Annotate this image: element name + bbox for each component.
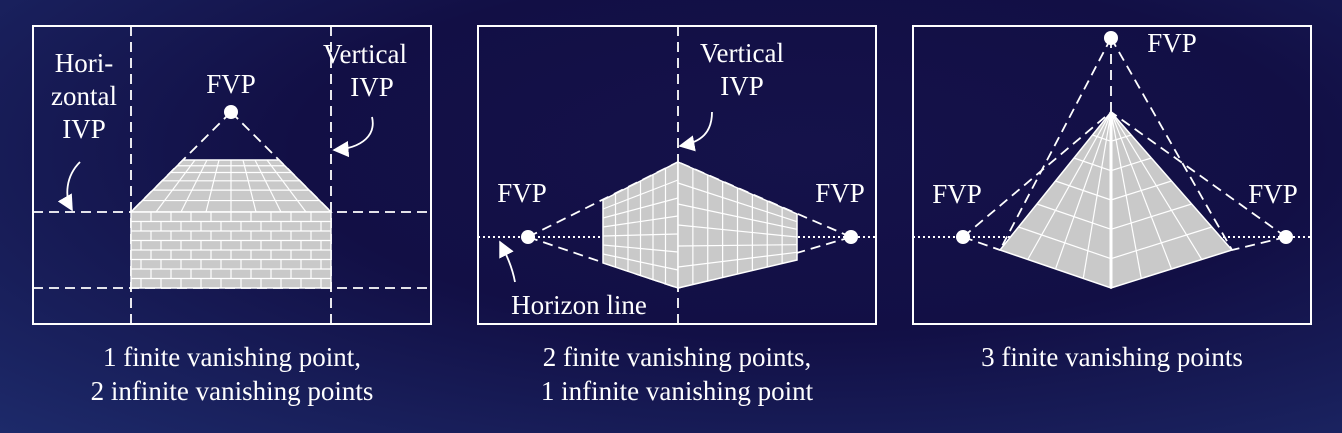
panel-3: FVP FVP FVP <box>912 25 1312 325</box>
panel-2-horizon-line-label: Horizon line <box>511 290 647 320</box>
panel-2-caption: 2 finite vanishing points, 1 infinite va… <box>477 340 877 408</box>
panel-2-left-grid <box>602 168 679 284</box>
panel-3-construction-right-1 <box>1110 111 1287 238</box>
panel-2-fvp-left-point <box>521 230 535 244</box>
panel-2-fvp-right-point <box>844 230 858 244</box>
grid-line <box>677 224 798 238</box>
grid-line <box>677 244 798 247</box>
panel-1-horizontal-ivp-label-2: zontal <box>51 81 117 111</box>
grid-line <box>1082 111 1112 279</box>
grid-line <box>1027 111 1112 260</box>
panel-3-fvp-top-label: FVP <box>1147 28 1197 58</box>
panel-1-caption-line-1: 1 finite vanishing point, <box>103 342 361 372</box>
grid-line <box>677 203 798 230</box>
grid-line <box>677 182 798 223</box>
panel-1-top-grid <box>142 159 320 213</box>
panel-3-construction-top-left <box>999 37 1112 251</box>
panel-2-vertical-ivp-arrow <box>678 111 713 152</box>
panel-3-construction-right-2 <box>1231 236 1287 251</box>
panel-2-caption-line-1: 2 finite vanishing points, <box>542 342 812 372</box>
panel-3-right-grid <box>1110 111 1213 279</box>
panel-1: Hori- zontal IVP Vertical IVP FVP <box>32 25 432 325</box>
panel-1-frame <box>32 25 432 325</box>
panel-1-horizontal-ivp-label-1: Hori- <box>55 48 113 78</box>
panel-1-vertical-ivp-label-1: Vertical <box>323 39 407 69</box>
panel-2-right-grid <box>677 168 798 285</box>
panel-1-caption: 1 finite vanishing point, 2 infinite van… <box>32 340 432 408</box>
grid-line <box>254 159 282 213</box>
grid-line <box>602 179 679 210</box>
grid-line <box>205 159 220 213</box>
panel-1-caption-line-2: 2 infinite vanishing points <box>90 376 374 406</box>
grid-line <box>677 251 798 268</box>
grid-line <box>1110 111 1142 279</box>
panel-1-front-grid <box>131 212 331 288</box>
panel-1-fvp-point <box>224 105 238 119</box>
grid-line <box>155 159 196 213</box>
grid-line <box>180 159 208 213</box>
panel-2-frame <box>477 25 877 325</box>
grid-line <box>602 197 679 219</box>
panel-3-fvp-right-label: FVP <box>1248 179 1298 209</box>
panel-3-left-face <box>998 109 1112 290</box>
grid-line <box>266 159 307 213</box>
panel-3-construction-top-right <box>1110 37 1233 251</box>
panel-3-caption: 3 finite vanishing points <box>912 340 1312 374</box>
panel-2-horizon-line-arrow <box>499 240 516 283</box>
panel-3-fvp-left-point <box>956 230 970 244</box>
panel-1-fvp-label: FVP <box>206 69 256 99</box>
panel-2-fvp-right-label: FVP <box>815 178 865 208</box>
grid-line <box>602 244 679 253</box>
grid-line <box>602 215 679 228</box>
panel-2-vertical-ivp-label-2: IVP <box>720 71 764 101</box>
panel-2-caption-line-2: 1 infinite vanishing point <box>540 376 814 406</box>
grid-line <box>602 233 679 237</box>
panel-3-frame <box>912 25 1312 325</box>
panel-2-fvp-left-label: FVP <box>497 178 547 208</box>
panel-1-horizontal-ivp-label-3: IVP <box>62 114 106 144</box>
panel-3-left-grid <box>1018 111 1112 279</box>
panel-3-right-face <box>1110 110 1234 290</box>
grid-line <box>1110 111 1173 270</box>
grid-line <box>1054 111 1112 270</box>
panel-2: Vertical IVP FVP FVP Horizon line <box>477 25 877 325</box>
panel-3-fvp-right-point <box>1279 230 1293 244</box>
grid-line <box>242 159 257 213</box>
grid-line <box>1110 111 1203 260</box>
grid-line <box>602 253 679 271</box>
panel-3-fvp-left-label: FVP <box>932 179 982 209</box>
panel-3-construction-left-1 <box>962 111 1112 238</box>
panel-1-vertical-ivp-arrow <box>332 116 374 158</box>
panel-3-caption-line-1: 3 finite vanishing points <box>981 342 1243 372</box>
panel-2-vertical-ivp-label-1: Vertical <box>700 38 784 68</box>
panel-1-horizontal-ivp-arrow <box>57 161 81 212</box>
panel-3-fvp-top-point <box>1104 31 1118 45</box>
panel-1-vertical-ivp-label-2: IVP <box>350 72 394 102</box>
